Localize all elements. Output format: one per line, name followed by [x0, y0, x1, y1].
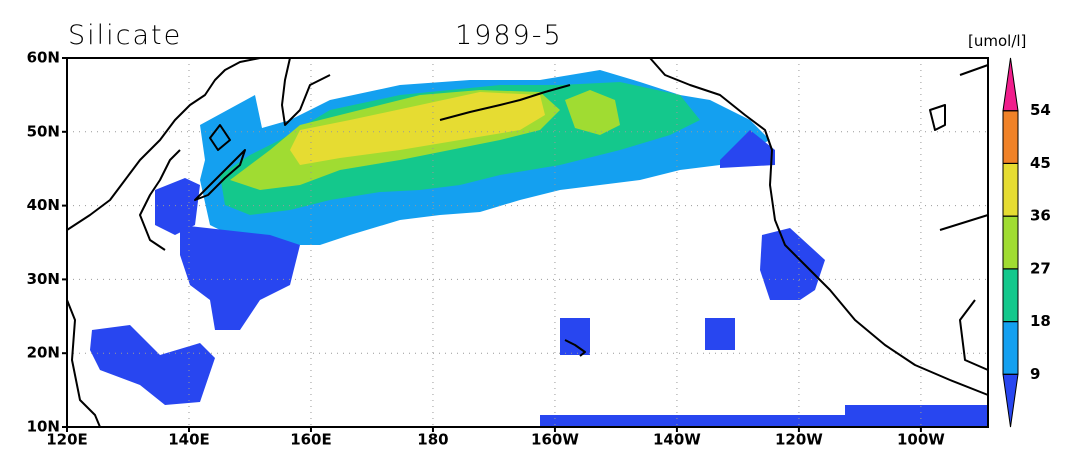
colorbar-label: 45	[1030, 154, 1051, 172]
y-tick-label: 50N	[27, 122, 60, 140]
coastline	[66, 299, 101, 428]
field-region	[540, 405, 988, 427]
colorbar-label: 9	[1030, 365, 1040, 383]
field-region	[180, 225, 300, 330]
field-region	[565, 90, 620, 135]
silicate-field	[90, 70, 988, 427]
colorbar-label: 18	[1030, 312, 1051, 330]
field-region	[90, 325, 215, 405]
y-tick-label: 10N	[27, 418, 60, 436]
axis-ticks: 120E 140E 160E 180 160W 140W 120W 100W 10N 20N 30N…	[27, 49, 946, 449]
colorbar-segment	[1002, 373, 1019, 428]
y-tick-label: 40N	[27, 196, 60, 214]
units-label: [umol/l]	[968, 32, 1026, 50]
coastlines	[66, 57, 989, 428]
colorbar-segment	[1002, 321, 1019, 375]
map-title: Silicate	[68, 20, 182, 51]
coastline	[194, 149, 246, 201]
field-region	[760, 228, 825, 300]
field-region	[560, 318, 590, 355]
colorbar-segment	[1002, 215, 1019, 270]
colorbar: 9 18 27 36 45 54	[1002, 57, 1051, 428]
y-tick-label: 60N	[27, 49, 60, 67]
x-tick-label: 160W	[531, 431, 579, 449]
map-frame	[66, 57, 989, 428]
x-tick-label: 160E	[290, 431, 332, 449]
coastline	[66, 57, 261, 251]
x-tick-label: 120E	[46, 431, 88, 449]
coastline	[439, 84, 571, 121]
x-tick-label: 140E	[168, 431, 210, 449]
x-tick-label: 140W	[653, 431, 701, 449]
colorbar-segment	[1002, 110, 1019, 164]
y-tick-label: 20N	[27, 344, 60, 362]
x-tick-label: 100W	[897, 431, 945, 449]
field-region	[720, 130, 775, 168]
colorbar-segment	[1002, 57, 1019, 112]
field-region	[705, 318, 735, 350]
y-tick-label: 30N	[27, 270, 60, 288]
map-date: 1989-5	[455, 20, 563, 51]
coastline	[564, 339, 586, 357]
colorbar-label: 54	[1030, 101, 1051, 119]
colorbar-label: 27	[1030, 259, 1051, 277]
x-tick-label: 180	[417, 431, 448, 449]
coastline	[281, 57, 989, 396]
coastline	[209, 124, 231, 151]
colorbar-label: 36	[1030, 207, 1051, 225]
colorbar-segment	[1002, 162, 1019, 217]
x-tick-label: 120W	[775, 431, 823, 449]
coastline	[929, 64, 989, 371]
field-region	[155, 178, 200, 235]
colorbar-segment	[1002, 268, 1019, 323]
